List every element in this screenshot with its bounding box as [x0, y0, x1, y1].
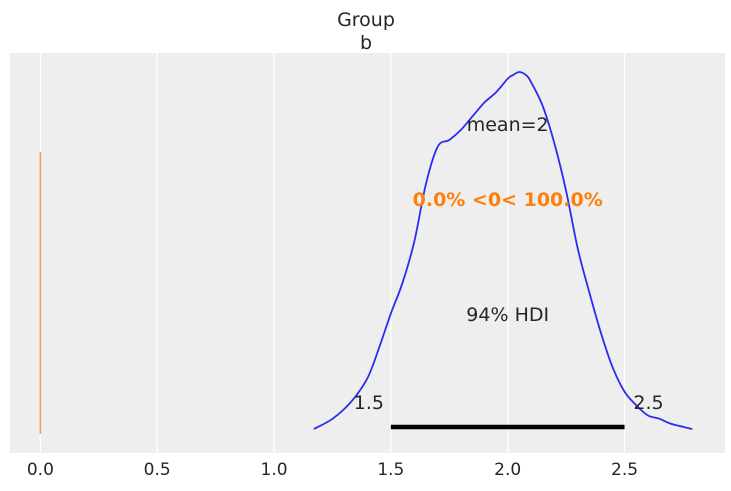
hdi-low-label: 1.5 [354, 392, 384, 414]
density-curve [313, 71, 693, 430]
mean-label: mean=2 [467, 114, 549, 136]
x-tick-label: 0.0 [27, 460, 54, 480]
chart-subtitle: b [360, 32, 372, 54]
chart-title: Group [337, 9, 395, 31]
x-tick-label: 2.5 [611, 460, 638, 480]
reference-label: 0.0% <0< 100.0% [413, 189, 603, 211]
x-tick-label: 2.0 [494, 460, 521, 480]
hdi-high-label: 2.5 [633, 392, 663, 414]
x-tick-label: 1.5 [377, 460, 404, 480]
x-tick-label: 1.0 [261, 460, 288, 480]
x-tick-label: 0.5 [144, 460, 171, 480]
grid-lines [39, 53, 626, 453]
plot-area [10, 53, 725, 453]
x-axis-ticks: 0.0 0.5 1.0 1.5 2.0 2.5 [27, 460, 638, 480]
hdi-label: 94% HDI [466, 304, 549, 326]
